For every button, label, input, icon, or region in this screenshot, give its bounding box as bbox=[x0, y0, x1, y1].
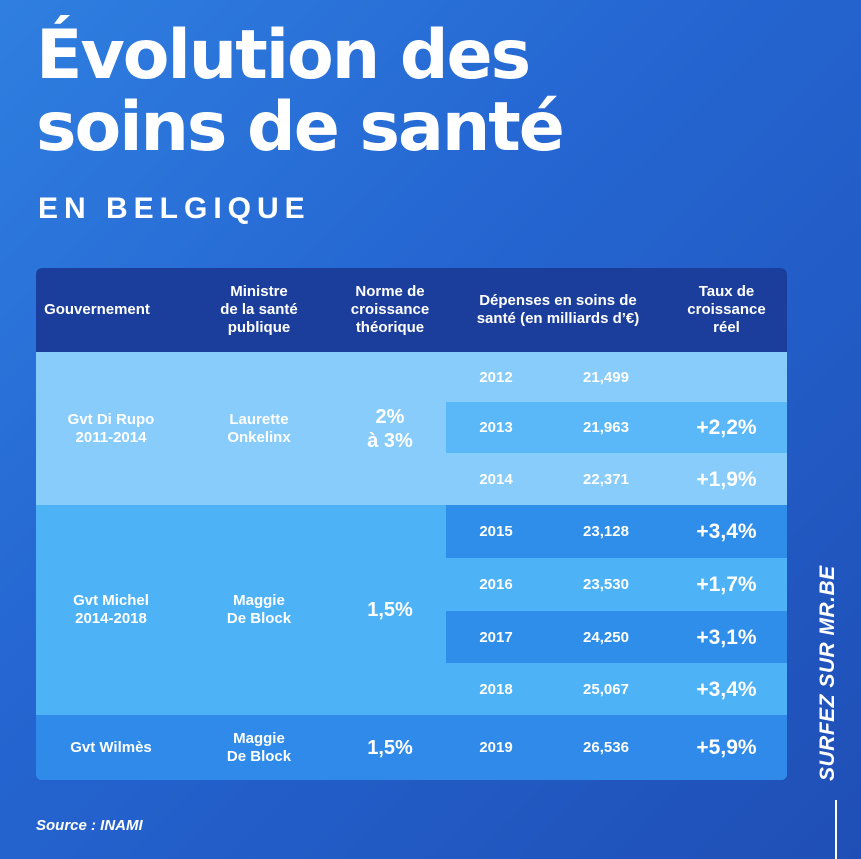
page-title: Évolution des soins de santé bbox=[36, 16, 565, 167]
source-note: Source : INAMI bbox=[36, 817, 143, 834]
row-stripe-2015 bbox=[446, 505, 787, 558]
health-spending-table: Gouvernement Ministre de la santé publiq… bbox=[36, 268, 787, 780]
title-line-1: Évolution des bbox=[36, 16, 531, 95]
depenses-cell: 21,963 bbox=[583, 419, 629, 436]
gouvernement-cell: Gvt Di Rupo 2011-2014 bbox=[67, 410, 155, 446]
depenses-cell: 25,067 bbox=[583, 680, 629, 698]
depenses-cell: 23,128 bbox=[583, 523, 629, 540]
norme-cell: 1,5% bbox=[367, 599, 413, 621]
header-ministre: Ministre de la santé publique bbox=[220, 283, 298, 336]
taux-cell: +3,4% bbox=[696, 520, 757, 543]
page-subtitle: EN BELGIQUE bbox=[38, 192, 311, 225]
table-header: Gouvernement Ministre de la santé publiq… bbox=[36, 268, 787, 352]
mr-be-link[interactable]: SURFEZ SUR MR.BE bbox=[816, 565, 839, 781]
title-line-2: soins de santé bbox=[36, 88, 565, 167]
depenses-cell: 24,250 bbox=[583, 628, 629, 646]
row-stripe-2013 bbox=[446, 402, 787, 453]
taux-cell: +3,1% bbox=[696, 625, 757, 649]
year-cell: 2014 bbox=[479, 470, 513, 488]
year-cell: 2013 bbox=[479, 419, 513, 436]
ministre-cell: Maggie De Block bbox=[226, 729, 292, 765]
header-depenses: Dépenses en soins de santé (en milliards… bbox=[476, 292, 640, 327]
taux-cell: +1,9% bbox=[696, 467, 757, 491]
header-norme: Norme de croissance théorique bbox=[350, 283, 430, 336]
taux-cell bbox=[666, 352, 787, 402]
taux-cell: +5,9% bbox=[696, 736, 757, 759]
taux-cell: +1,7% bbox=[696, 573, 757, 596]
header-gouvernement: Gouvernement bbox=[44, 301, 150, 318]
taux-cell: +3,4% bbox=[696, 677, 757, 701]
year-cell: 2018 bbox=[479, 680, 513, 698]
year-cell: 2015 bbox=[479, 523, 513, 540]
header-taux: Taux de croissance réel bbox=[687, 283, 766, 336]
wilmes-band bbox=[36, 715, 787, 780]
year-cell: 2016 bbox=[479, 576, 513, 593]
gouvernement-cell: Gvt Michel 2014-2018 bbox=[73, 592, 149, 627]
depenses-cell: 23,530 bbox=[583, 576, 629, 593]
depenses-cell: 22,371 bbox=[583, 470, 629, 488]
depenses-cell: 21,499 bbox=[583, 368, 629, 386]
depenses-cell: 26,536 bbox=[583, 739, 629, 756]
ministre-cell: Laurette Onkelinx bbox=[227, 410, 291, 446]
norme-cell: 1,5% bbox=[367, 736, 413, 759]
ministre-cell: Maggie De Block bbox=[226, 592, 292, 627]
norme-cell: 2% à 3% bbox=[367, 405, 413, 452]
row-stripe-2017 bbox=[446, 611, 787, 663]
gouvernement-cell: Gvt Wilmès bbox=[70, 738, 152, 756]
year-cell: 2012 bbox=[479, 368, 513, 386]
year-cell: 2019 bbox=[479, 739, 513, 756]
year-cell: 2017 bbox=[479, 628, 513, 646]
decorative-divider bbox=[835, 800, 837, 859]
taux-cell: +2,2% bbox=[696, 416, 757, 439]
